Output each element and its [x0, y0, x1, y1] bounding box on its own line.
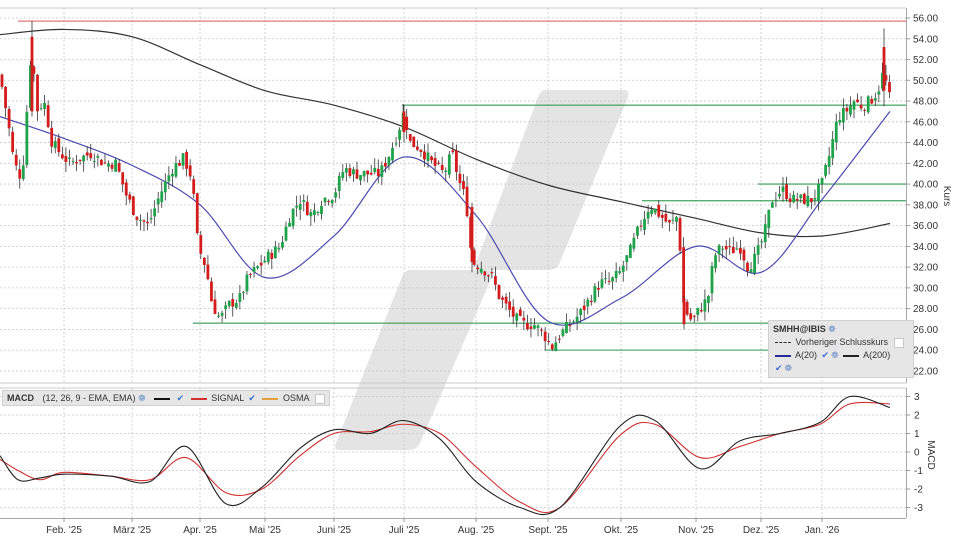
macd-legend: MACD (12, 26, 9 - EMA, EMA) ❁ ✔ SIGNAL ✔… [2, 390, 330, 406]
price-axis-tick-label: 50.00 [913, 76, 938, 87]
legend-symbol: SMHH@IBIS [773, 324, 826, 334]
ma20-line-icon [775, 354, 791, 357]
price-axis-tick-label: 46.00 [913, 117, 938, 128]
price-axis-tick-label: 38.00 [913, 200, 938, 211]
macd-settings-icon[interactable]: ❁ [138, 393, 146, 403]
macd-axis-title: MACD [925, 440, 936, 469]
signal-line [0, 401, 891, 513]
x-axis-tick-label: Nov. '25 [678, 525, 714, 536]
price-axis-tick-label: 54.00 [913, 34, 938, 45]
price-axis-title: Kurs [941, 186, 952, 207]
x-axis-tick-label: Aug. '25 [458, 525, 495, 536]
price-axis-tick-label: 42.00 [913, 159, 938, 170]
x-axis-tick-label: Okt. '25 [604, 525, 639, 536]
prev-close-checkbox[interactable] [893, 337, 904, 348]
price-axis-tick-label: 26.00 [913, 325, 938, 336]
ma200-line-icon [843, 354, 860, 357]
x-axis-tick-label: Juli '25 [389, 525, 420, 536]
price-axis-tick-label: 44.00 [913, 138, 938, 149]
signal-checkbox[interactable]: ✔ [248, 393, 256, 403]
macd-gridlines [0, 388, 906, 518]
macd-axis-tick-label: 2 [914, 411, 920, 422]
x-axis-tick-label: Dez. '25 [743, 525, 780, 536]
x-axis-tick-label: Sept. '25 [528, 525, 568, 536]
price-axis-tick-label: 52.00 [913, 55, 938, 66]
price-axis-tick-label: 30.00 [913, 283, 938, 294]
macd-axis-labels: 3 2 1 0 -1 -2 -3 [906, 392, 923, 514]
signal-line-icon [190, 397, 207, 400]
macd-legend-params: (12, 26, 9 - EMA, EMA) [42, 393, 136, 403]
price-axis-tick-label: 48.00 [913, 97, 938, 108]
macd-axis-tick-label: 0 [914, 448, 920, 459]
x-axis: Feb. '25 März '25 Apr. '25 Mai '25 Juni '25 J… [46, 518, 840, 536]
x-axis-tick-label: Mai '25 [249, 525, 281, 536]
x-axis-tick-label: Apr. '25 [183, 525, 217, 536]
price-axis-tick-label: 40.00 [913, 180, 938, 191]
price-axis-tick-label: 56.00 [913, 14, 938, 25]
macd-axis-tick-label: 1 [914, 429, 920, 440]
signal-label: SIGNAL [211, 393, 244, 403]
ma200-settings-icon[interactable]: ❁ [784, 363, 793, 373]
macd-line [0, 395, 891, 516]
macd-axis-tick-label: 3 [914, 392, 920, 403]
legend-ma200: A(200) [863, 350, 891, 360]
macd-axis-tick-label: -1 [914, 466, 923, 477]
macd-line-icon [154, 397, 171, 400]
ma20-settings-icon[interactable]: ❁ [831, 350, 839, 360]
price-axis-tick-label: 34.00 [913, 242, 938, 253]
ma20-line [0, 111, 891, 326]
candlesticks [0, 21, 891, 352]
macd-axis-tick-label: -2 [914, 485, 923, 496]
legend-ma20: A(20) [795, 350, 818, 360]
legend-prev-close: Vorheriger Schlusskurs [795, 337, 889, 347]
price-axis-tick-label: 22.00 [913, 366, 938, 377]
dashed-line-icon [775, 342, 791, 344]
x-axis-tick-label: März '25 [113, 525, 151, 536]
ma20-checkbox[interactable]: ✔ [821, 350, 830, 360]
x-axis-tick-label: Jan. '26 [805, 525, 840, 536]
ma200-line [0, 28, 891, 238]
price-axis-tick-label: 28.00 [913, 304, 938, 315]
osma-checkbox[interactable] [314, 393, 325, 404]
price-axis-tick-label: 36.00 [913, 221, 938, 232]
macd-axis-tick-label: -3 [914, 503, 923, 514]
osma-line-icon [262, 397, 279, 400]
watermark-logo [335, 90, 629, 450]
ma200-checkbox[interactable]: ✔ [775, 363, 783, 373]
osma-label: OSMA [283, 393, 310, 403]
x-axis-tick-label: Juni '25 [317, 525, 352, 536]
macd-pane: 3 2 1 0 -1 -2 -3 MACD [0, 387, 936, 519]
price-axis-tick-label: 24.00 [913, 346, 938, 357]
price-axis-tick-label: 32.00 [913, 263, 938, 274]
price-axis-labels: 56.00 54.00 52.00 50.00 48.00 46.00 44.00 42.00… [906, 14, 938, 377]
price-legend: SMHH@IBIS ❁ Vorheriger Schlusskurs A(20)… [768, 320, 914, 378]
settings-icon[interactable]: ❁ [828, 324, 836, 334]
x-axis-tick-label: Feb. '25 [46, 525, 82, 536]
macd-checkbox[interactable]: ✔ [176, 393, 185, 403]
price-pane: 56.00 54.00 52.00 50.00 48.00 46.00 44.00 42.00… [0, 7, 952, 384]
macd-legend-title: MACD [7, 393, 34, 403]
